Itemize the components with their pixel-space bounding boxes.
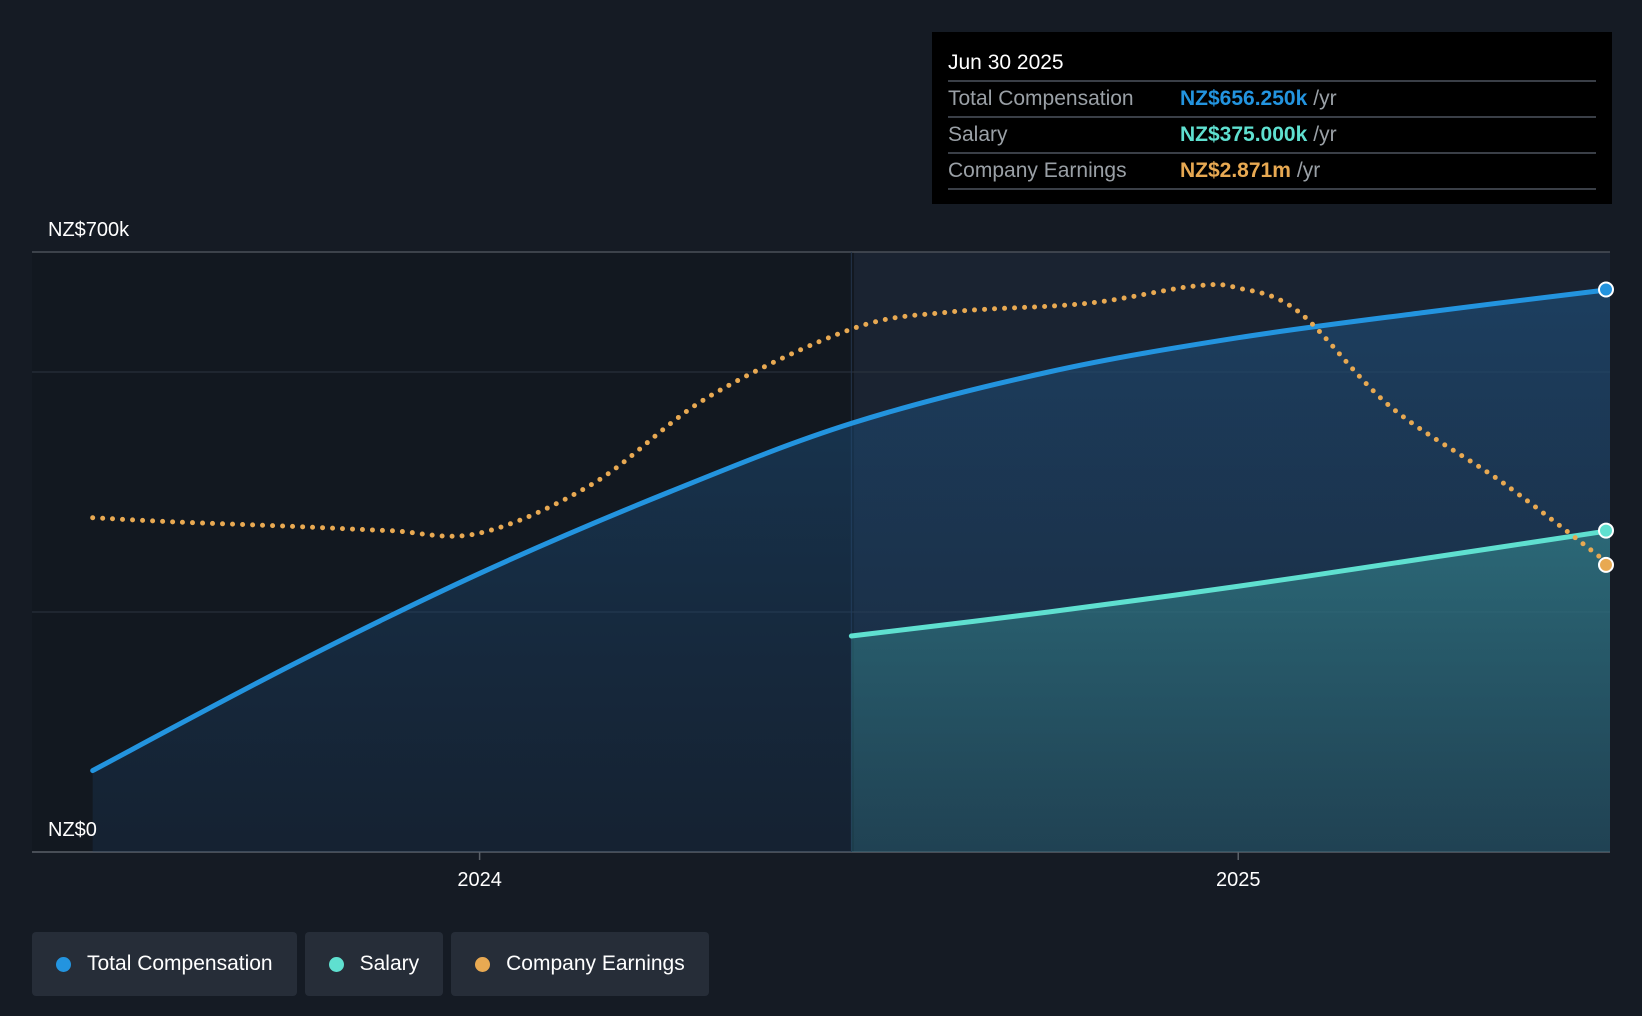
tooltip-unit: /yr — [1296, 159, 1321, 182]
x-tick-label: 2025 — [1216, 869, 1261, 891]
tooltip-row-salary: Salary NZ$375.000k /yr — [948, 118, 1596, 154]
legend-dot-icon — [475, 956, 491, 972]
tooltip-row-company-earnings: Company Earnings NZ$2.871m /yr — [948, 154, 1596, 190]
y-axis-max-label: NZ$700k — [48, 219, 130, 241]
x-tick-label: 2024 — [457, 869, 502, 891]
tooltip-label: Company Earnings — [948, 159, 1127, 182]
tooltip-value: NZ$656.250k — [1180, 87, 1308, 110]
tooltip-value: NZ$2.871m — [1180, 159, 1291, 182]
y-axis-min-label: NZ$0 — [48, 819, 97, 841]
tooltip-label: Salary — [948, 123, 1008, 146]
salary-area — [851, 530, 1610, 852]
legend-salary[interactable]: Salary — [304, 932, 444, 996]
tooltip-label: Total Compensation — [948, 87, 1134, 110]
legend-label: Company Earnings — [506, 952, 685, 975]
company-earnings-line — [90, 282, 1613, 568]
salary-line — [848, 528, 1613, 639]
legend-label: Total Compensation — [87, 952, 273, 975]
salary-end-point[interactable] — [1598, 522, 1614, 539]
tooltip-row-total-compensation: Total Compensation NZ$656.250k /yr — [948, 82, 1596, 118]
total-compensation-line — [90, 287, 1613, 774]
tooltip-date: Jun 30 2025 — [948, 46, 1596, 82]
hover-tooltip: Jun 30 2025 Total Compensation NZ$656.25… — [932, 32, 1612, 204]
tooltip-unit: /yr — [1313, 123, 1337, 146]
legend-total-compensation[interactable]: Total Compensation — [32, 932, 297, 996]
tooltip-value: NZ$375.000k — [1180, 123, 1308, 146]
total-compensation-end-point[interactable] — [1598, 281, 1614, 298]
legend-label: Salary — [359, 952, 420, 975]
legend-dot-icon — [328, 956, 344, 972]
legend-company-earnings[interactable]: Company Earnings — [451, 932, 709, 996]
tooltip-unit: /yr — [1313, 87, 1337, 110]
company-earnings-end-point[interactable] — [1598, 556, 1614, 573]
chart-legend: Total Compensation Salary Company Earnin… — [32, 932, 709, 996]
legend-dot-icon — [56, 956, 71, 972]
